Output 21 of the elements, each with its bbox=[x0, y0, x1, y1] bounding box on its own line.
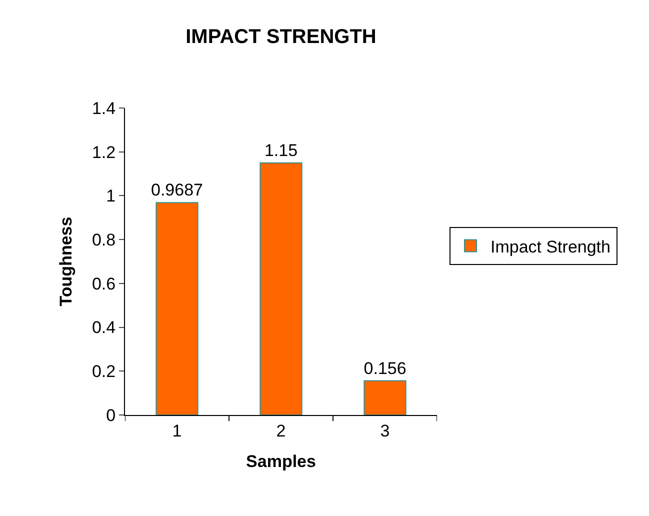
y-tick-label: 1 bbox=[106, 186, 116, 206]
data-label: 0.9687 bbox=[151, 180, 203, 200]
y-axis-title: Toughness bbox=[56, 216, 76, 306]
y-tick-label: 0.8 bbox=[92, 230, 116, 250]
y-tick-label: 0 bbox=[106, 406, 116, 425]
data-label: 0.156 bbox=[364, 358, 406, 378]
x-tick-label: 1 bbox=[172, 421, 182, 440]
bar bbox=[364, 380, 406, 415]
y-tick-label: 1.4 bbox=[92, 98, 116, 118]
bar bbox=[156, 202, 198, 415]
chart-title: IMPACT STRENGTH bbox=[186, 26, 376, 48]
x-axis-title: Samples bbox=[246, 452, 316, 471]
y-tick-label: 0.2 bbox=[92, 362, 116, 382]
y-tick-label: 0.6 bbox=[92, 274, 116, 294]
legend-label: Impact Strength bbox=[490, 237, 610, 256]
bar bbox=[260, 162, 302, 415]
data-label: 1.15 bbox=[264, 140, 298, 160]
x-tick-label: 2 bbox=[276, 421, 286, 440]
y-tick-label: 1.2 bbox=[92, 142, 116, 162]
y-tick-label: 0.4 bbox=[92, 318, 116, 338]
x-tick-label: 3 bbox=[380, 421, 390, 440]
